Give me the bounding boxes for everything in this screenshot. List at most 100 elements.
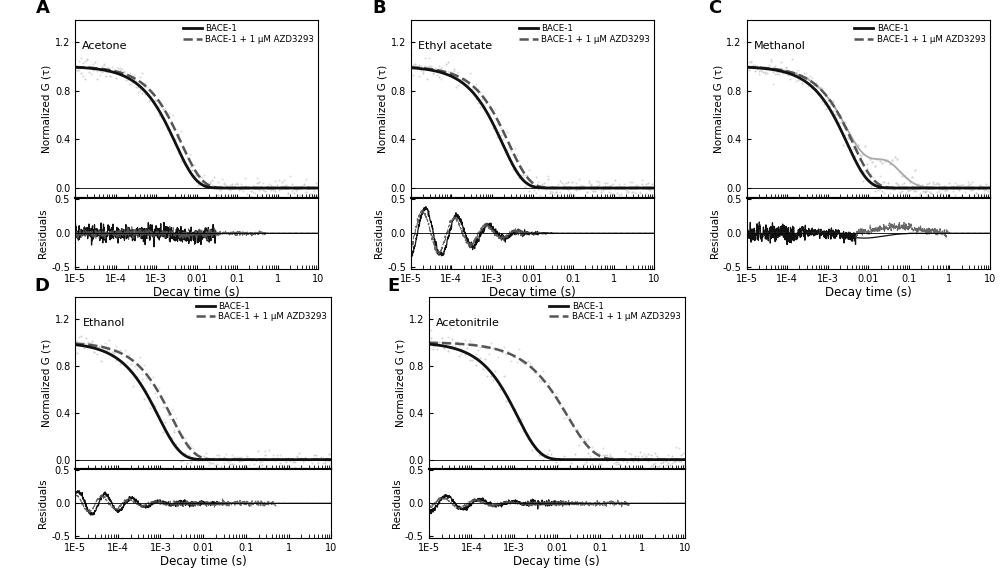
Point: [668, 443, 684, 452]
Point: [523, 178, 539, 188]
Point: [583, 180, 599, 189]
Point: [874, 177, 890, 186]
Point: [114, 358, 130, 367]
Point: [431, 341, 447, 350]
Point: [613, 192, 629, 201]
Point: [739, 61, 755, 70]
Point: [649, 461, 665, 470]
BACE-1: [173, 447, 185, 454]
Legend: BACE-1, BACE-1 + 1 μM AZD3293: BACE-1, BACE-1 + 1 μM AZD3293: [195, 301, 328, 323]
Point: [452, 77, 468, 86]
Point: [587, 454, 603, 463]
Point: [163, 119, 179, 128]
Point: [507, 404, 523, 414]
Point: [73, 332, 89, 341]
Point: [289, 451, 305, 460]
Point: [216, 452, 232, 462]
Point: [810, 89, 826, 98]
Point: [282, 456, 298, 466]
Point: [214, 182, 230, 192]
Point: [784, 54, 800, 63]
Point: [839, 122, 855, 132]
Point: [658, 460, 674, 470]
Point: [554, 403, 570, 412]
Point: [528, 188, 544, 197]
Point: [124, 72, 140, 81]
Point: [524, 445, 540, 454]
BACE-1 + 1 μM AZD3293: [526, 365, 538, 372]
Point: [599, 193, 615, 202]
Legend: BACE-1, BACE-1 + 1 μM AZD3293: BACE-1, BACE-1 + 1 μM AZD3293: [549, 301, 682, 323]
Point: [160, 429, 176, 438]
Point: [116, 66, 132, 76]
Point: [568, 186, 584, 195]
Point: [171, 130, 187, 139]
Point: [841, 134, 857, 143]
Point: [164, 434, 180, 443]
Point: [593, 454, 609, 463]
Point: [224, 459, 240, 468]
Point: [198, 448, 214, 458]
BACE-1: [648, 185, 660, 192]
Line: BACE-1 + 1 μM AZD3293: BACE-1 + 1 μM AZD3293: [75, 344, 331, 460]
Point: [448, 82, 464, 92]
Point: [556, 413, 572, 422]
Point: [319, 454, 335, 463]
Point: [782, 74, 798, 84]
Line: BACE-1: BACE-1: [411, 67, 654, 188]
Point: [436, 343, 452, 352]
Point: [927, 180, 943, 189]
Point: [73, 339, 89, 348]
Point: [472, 102, 488, 111]
Point: [792, 75, 808, 84]
Point: [161, 124, 177, 133]
Point: [521, 165, 537, 174]
Point: [106, 348, 122, 357]
Point: [825, 106, 841, 116]
Point: [462, 337, 478, 346]
Point: [159, 124, 175, 133]
Point: [124, 77, 140, 86]
Point: [896, 184, 912, 193]
Point: [833, 117, 849, 126]
Point: [534, 180, 550, 189]
Point: [972, 180, 988, 189]
Point: [812, 89, 828, 98]
Point: [867, 186, 883, 195]
Point: [169, 141, 185, 150]
Point: [98, 68, 114, 77]
Point: [640, 178, 656, 188]
Point: [511, 173, 527, 182]
Point: [69, 66, 85, 75]
Point: [157, 402, 173, 411]
Point: [155, 104, 171, 113]
BACE-1: [176, 154, 188, 161]
Point: [937, 186, 953, 195]
Point: [804, 74, 820, 83]
Point: [405, 60, 421, 69]
Line: BACE-1: BACE-1: [747, 67, 990, 188]
Point: [490, 352, 506, 362]
Point: [872, 156, 888, 165]
Point: [261, 454, 277, 463]
Point: [282, 182, 298, 192]
Point: [261, 179, 277, 188]
Point: [128, 76, 144, 85]
Point: [427, 63, 443, 73]
Point: [568, 178, 584, 188]
Point: [206, 173, 222, 182]
Point: [491, 127, 507, 136]
Point: [186, 160, 202, 169]
Point: [496, 372, 512, 381]
Point: [475, 341, 491, 350]
Point: [591, 180, 607, 189]
Point: [571, 184, 587, 193]
Point: [882, 183, 898, 192]
Point: [83, 62, 99, 72]
Point: [108, 341, 124, 351]
Point: [207, 454, 223, 463]
Point: [289, 452, 305, 462]
Point: [894, 179, 910, 188]
Point: [308, 178, 324, 187]
Point: [675, 460, 691, 469]
